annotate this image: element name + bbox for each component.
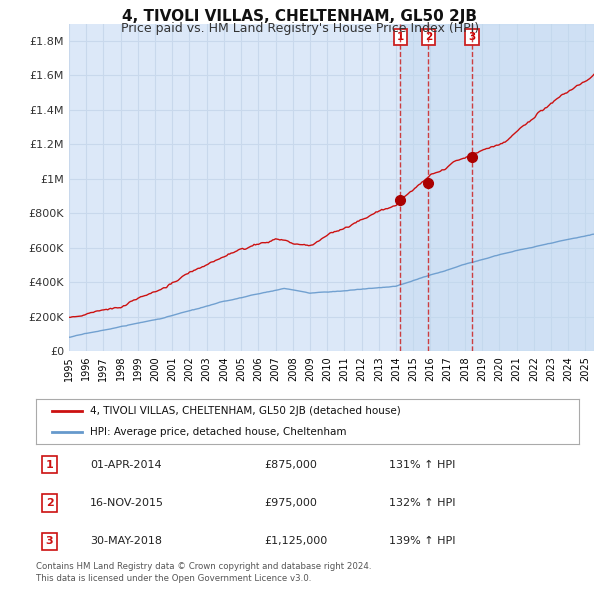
Text: 2: 2 <box>46 498 53 508</box>
Text: £1,125,000: £1,125,000 <box>264 536 328 546</box>
Bar <box>400 24 594 351</box>
Text: 1: 1 <box>46 460 53 470</box>
Text: 30-MAY-2018: 30-MAY-2018 <box>91 536 162 546</box>
Text: 3: 3 <box>469 32 476 42</box>
Text: 139% ↑ HPI: 139% ↑ HPI <box>389 536 455 546</box>
Text: 16-NOV-2015: 16-NOV-2015 <box>91 498 164 508</box>
Text: Contains HM Land Registry data © Crown copyright and database right 2024.
This d: Contains HM Land Registry data © Crown c… <box>36 562 371 583</box>
Text: 4, TIVOLI VILLAS, CHELTENHAM, GL50 2JB: 4, TIVOLI VILLAS, CHELTENHAM, GL50 2JB <box>122 9 478 24</box>
Text: HPI: Average price, detached house, Cheltenham: HPI: Average price, detached house, Chel… <box>91 427 347 437</box>
Text: 2: 2 <box>425 32 432 42</box>
Text: £975,000: £975,000 <box>264 498 317 508</box>
Text: 1: 1 <box>397 32 404 42</box>
Text: 4, TIVOLI VILLAS, CHELTENHAM, GL50 2JB (detached house): 4, TIVOLI VILLAS, CHELTENHAM, GL50 2JB (… <box>91 407 401 417</box>
Text: 131% ↑ HPI: 131% ↑ HPI <box>389 460 455 470</box>
Text: 132% ↑ HPI: 132% ↑ HPI <box>389 498 455 508</box>
Text: 3: 3 <box>46 536 53 546</box>
Text: Price paid vs. HM Land Registry's House Price Index (HPI): Price paid vs. HM Land Registry's House … <box>121 22 479 35</box>
Text: £875,000: £875,000 <box>264 460 317 470</box>
Text: 01-APR-2014: 01-APR-2014 <box>91 460 162 470</box>
